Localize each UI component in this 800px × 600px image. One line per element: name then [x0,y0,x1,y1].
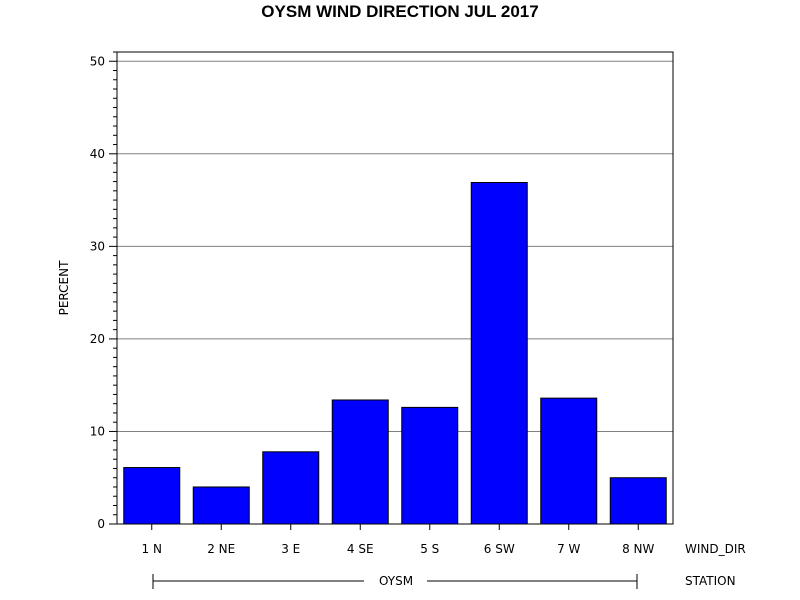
x-axis-ticks: 1 N 2 NE 3 E 4 SE 5 S 6 SW 7 W 8 NW [142,524,655,556]
x-tick-label: 2 NE [207,542,235,556]
y-tick-label: 0 [97,517,105,531]
bar [609,477,667,525]
bar [401,406,459,525]
bar [123,467,181,525]
y-tick-label: 30 [90,239,105,253]
y-tick-label: 20 [90,332,105,346]
y-axis-label: PERCENT [57,260,71,315]
bar [262,451,320,525]
plot-frame [116,51,674,525]
y-axis-ticks: 0 10 20 30 40 50 [90,51,117,531]
group-label: OYSM [379,574,413,588]
x-tick-label: 8 NW [622,542,654,556]
group-axis-label: STATION [685,574,736,588]
bar [331,399,389,525]
x-tick-label: 4 SE [347,542,374,556]
y-tick-label: 50 [90,54,105,68]
x-tick-label: 1 N [142,542,162,556]
x-axis-label: WIND_DIR [685,542,746,556]
x-tick-label: 6 SW [484,542,515,556]
x-tick-label: 5 S [420,542,439,556]
x-tick-label: 3 E [281,542,300,556]
gridlines [117,60,673,432]
y-tick-label: 10 [90,424,105,438]
bars [123,181,667,525]
x-tick-label: 7 W [557,542,580,556]
chart-title: OYSM WIND DIRECTION JUL 2017 [261,2,538,21]
bar [540,397,598,525]
y-tick-label: 40 [90,147,105,161]
bar [192,486,250,525]
bar [470,181,528,525]
